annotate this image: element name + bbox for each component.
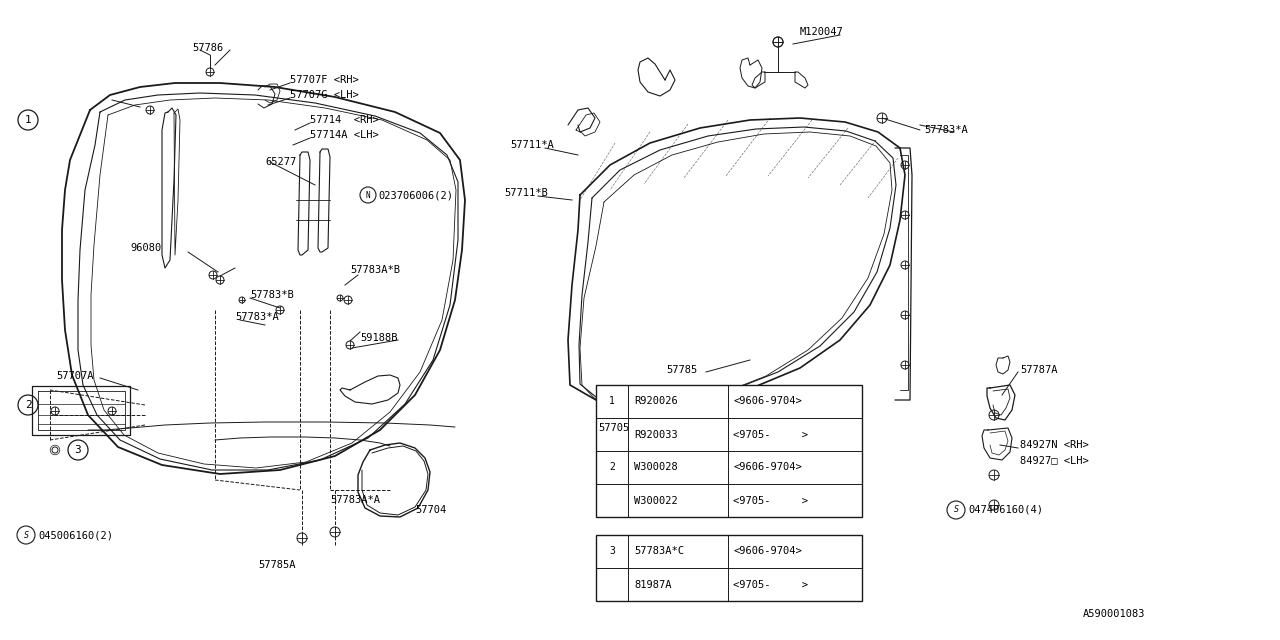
Text: 57707F <RH>: 57707F <RH>: [291, 75, 358, 85]
Text: 57785: 57785: [666, 365, 698, 375]
Text: 59188B: 59188B: [360, 333, 398, 343]
Text: 96080: 96080: [131, 243, 161, 253]
Text: W300028: W300028: [634, 463, 677, 472]
Text: 047406160(4): 047406160(4): [968, 505, 1043, 515]
Text: 3: 3: [609, 547, 614, 557]
Text: <9606-9704>: <9606-9704>: [733, 463, 801, 472]
Text: M120047: M120047: [800, 27, 844, 37]
Text: 045006160(2): 045006160(2): [38, 530, 113, 540]
Text: 57707A: 57707A: [56, 371, 93, 381]
Text: 57785A: 57785A: [259, 560, 296, 570]
Text: 57711*A: 57711*A: [509, 140, 554, 150]
Text: 57783*A: 57783*A: [924, 125, 968, 135]
Text: 57714  <RH>: 57714 <RH>: [310, 115, 379, 125]
Text: 57705: 57705: [598, 423, 630, 433]
Text: R920026: R920026: [634, 397, 677, 406]
Text: 57711*B: 57711*B: [504, 188, 548, 198]
Text: 3: 3: [74, 445, 82, 455]
Text: 65277: 65277: [265, 157, 296, 167]
Text: A590001083: A590001083: [1083, 609, 1146, 619]
Text: 84927□ <LH>: 84927□ <LH>: [1020, 455, 1089, 465]
Text: 1: 1: [24, 115, 32, 125]
Text: <9705-     >: <9705- >: [733, 429, 808, 440]
Text: 57783A*A: 57783A*A: [330, 495, 380, 505]
Text: 57783*A: 57783*A: [236, 312, 279, 322]
Text: 81987A: 81987A: [634, 579, 672, 589]
Text: <9606-9704>: <9606-9704>: [733, 397, 801, 406]
Text: 84927N <RH>: 84927N <RH>: [1020, 440, 1089, 450]
Text: 57786: 57786: [192, 43, 223, 53]
Text: 57704: 57704: [415, 505, 447, 515]
Text: 2: 2: [609, 463, 614, 472]
Text: <9705-     >: <9705- >: [733, 579, 808, 589]
Text: 57783*B: 57783*B: [250, 290, 293, 300]
Text: W300022: W300022: [634, 495, 677, 506]
Text: <9705-     >: <9705- >: [733, 495, 808, 506]
Text: 57787A: 57787A: [1020, 365, 1057, 375]
Text: R920033: R920033: [634, 429, 677, 440]
Text: <9606-9704>: <9606-9704>: [733, 547, 801, 557]
Text: 57783A*C: 57783A*C: [634, 547, 684, 557]
Bar: [596, 535, 861, 601]
Text: N: N: [366, 191, 370, 200]
Text: 57783A*B: 57783A*B: [349, 265, 399, 275]
Text: 023706006(2): 023706006(2): [378, 190, 453, 200]
Text: 1: 1: [609, 397, 614, 406]
Text: 2: 2: [24, 400, 32, 410]
Text: S: S: [954, 506, 959, 515]
Text: 57707G <LH>: 57707G <LH>: [291, 90, 358, 100]
Text: 57714A <LH>: 57714A <LH>: [310, 130, 379, 140]
Text: S: S: [23, 531, 28, 540]
Bar: [596, 385, 861, 517]
Circle shape: [52, 447, 58, 453]
